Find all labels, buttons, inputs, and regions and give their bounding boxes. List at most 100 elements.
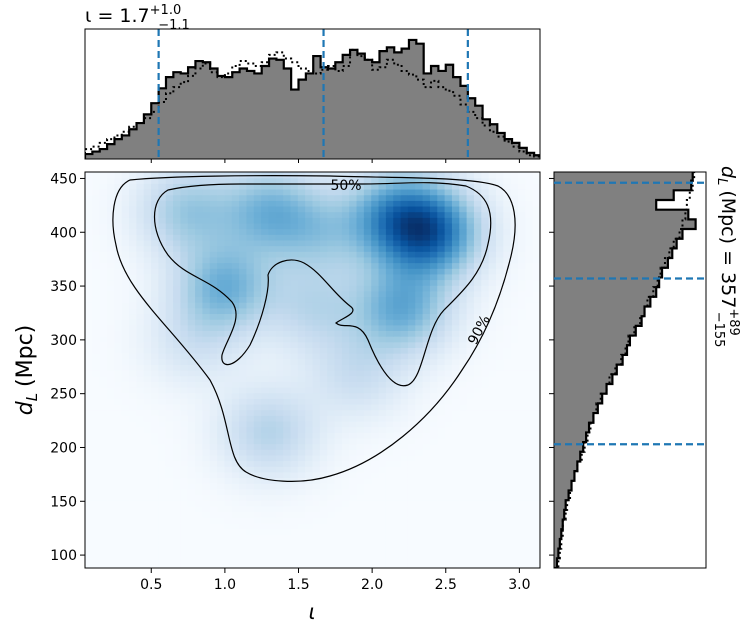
heatmap-cell: [195, 194, 204, 201]
heatmap-cell: [180, 466, 189, 473]
heatmap-cell: [341, 471, 350, 479]
heatmap-cell: [517, 364, 526, 371]
heatmap-cell: [459, 307, 468, 315]
heatmap-cell: [473, 211, 482, 218]
heatmap-cell: [129, 466, 137, 473]
density-heatmap: [85, 172, 540, 568]
heatmap-cell: [151, 200, 159, 207]
heatmap-cell: [444, 347, 453, 354]
heatmap-cell: [209, 551, 218, 558]
heatmap-cell: [517, 505, 526, 513]
heatmap-cell: [121, 205, 130, 213]
heatmap-cell: [158, 432, 167, 439]
heatmap-cell: [253, 392, 262, 399]
heatmap-cell: [114, 454, 123, 462]
heatmap-cell: [525, 228, 534, 235]
heatmap-cell: [488, 545, 497, 552]
heatmap-cell: [209, 245, 218, 252]
heatmap-cell: [180, 296, 189, 303]
heatmap-cell: [444, 398, 453, 405]
heatmap-cell: [305, 358, 314, 365]
heatmap-cell: [114, 471, 123, 479]
heatmap-cell: [407, 228, 416, 235]
heatmap-cell: [114, 500, 123, 507]
heatmap-cell: [305, 279, 314, 286]
heatmap-cell: [180, 511, 189, 518]
heatmap-cell: [129, 505, 137, 513]
heatmap-cell: [437, 415, 446, 422]
heatmap-cell: [444, 183, 453, 190]
heatmap-cell: [312, 324, 321, 331]
heatmap-cell: [451, 358, 460, 365]
heatmap-cell: [517, 539, 526, 546]
heatmap-cell: [143, 370, 152, 377]
heatmap-cell: [99, 443, 108, 450]
heatmap-cell: [444, 511, 453, 518]
heatmap-cell: [349, 392, 358, 399]
heatmap-cell: [143, 183, 152, 190]
heatmap-cell: [319, 392, 328, 399]
heatmap-cell: [129, 205, 137, 213]
heatmap-cell: [305, 234, 314, 241]
heatmap-cell: [195, 415, 204, 422]
heatmap-cell: [202, 522, 211, 529]
heatmap-cell: [151, 534, 159, 541]
heatmap-cell: [165, 494, 174, 501]
heatmap-cell: [283, 183, 292, 190]
heatmap-cell: [253, 239, 262, 247]
heatmap-cell: [275, 234, 284, 241]
heatmap-cell: [231, 364, 240, 371]
heatmap-cell: [99, 336, 108, 343]
heatmap-cell: [217, 188, 226, 196]
heatmap-cell: [85, 324, 93, 331]
heatmap-cell: [246, 188, 255, 196]
heatmap-cell: [371, 273, 380, 281]
heatmap-cell: [488, 420, 497, 428]
heatmap-cell: [187, 386, 196, 394]
heatmap-cell: [202, 534, 211, 541]
heatmap-cell: [268, 556, 277, 563]
heatmap-cell: [121, 454, 130, 462]
heatmap-cell: [334, 556, 343, 563]
heatmap-cell: [107, 290, 115, 298]
heatmap-cell: [429, 517, 438, 524]
heatmap-cell: [246, 217, 255, 224]
heatmap-cell: [165, 358, 174, 365]
heatmap-cell: [415, 443, 424, 450]
heatmap-cell: [305, 454, 314, 462]
heatmap-cell: [253, 375, 262, 382]
heatmap-cell: [99, 545, 108, 552]
heatmap-cell: [158, 358, 167, 365]
heatmap-cell: [202, 370, 211, 377]
heatmap-cell: [217, 500, 226, 507]
heatmap-cell: [224, 528, 233, 535]
heatmap-cell: [378, 319, 387, 326]
heatmap-cell: [261, 183, 270, 190]
heatmap-cell: [503, 471, 512, 479]
heatmap-cell: [275, 426, 284, 433]
heatmap-cell: [107, 522, 115, 529]
heatmap-cell: [290, 251, 299, 258]
heatmap-cell: [99, 494, 108, 501]
heatmap-cell: [341, 279, 350, 286]
heatmap-cell: [525, 268, 534, 275]
heatmap-cell: [209, 302, 218, 309]
heatmap-cell: [525, 273, 534, 281]
heatmap-cell: [121, 183, 130, 190]
heatmap-cell: [290, 494, 299, 501]
heatmap-cell: [187, 443, 196, 450]
heatmap-cell: [312, 268, 321, 275]
heatmap-cell: [327, 528, 336, 535]
heatmap-cell: [525, 279, 534, 286]
heatmap-cell: [114, 256, 123, 264]
heatmap-cell: [503, 437, 512, 445]
heatmap-cell: [488, 517, 497, 524]
heatmap-cell: [488, 437, 497, 445]
heatmap-cell: [297, 211, 306, 218]
heatmap-cell: [305, 517, 314, 524]
heatmap-cell: [349, 539, 358, 546]
heatmap-cell: [246, 522, 255, 529]
heatmap-cell: [327, 296, 336, 303]
heatmap-cell: [371, 245, 380, 252]
heatmap-cell: [297, 290, 306, 298]
